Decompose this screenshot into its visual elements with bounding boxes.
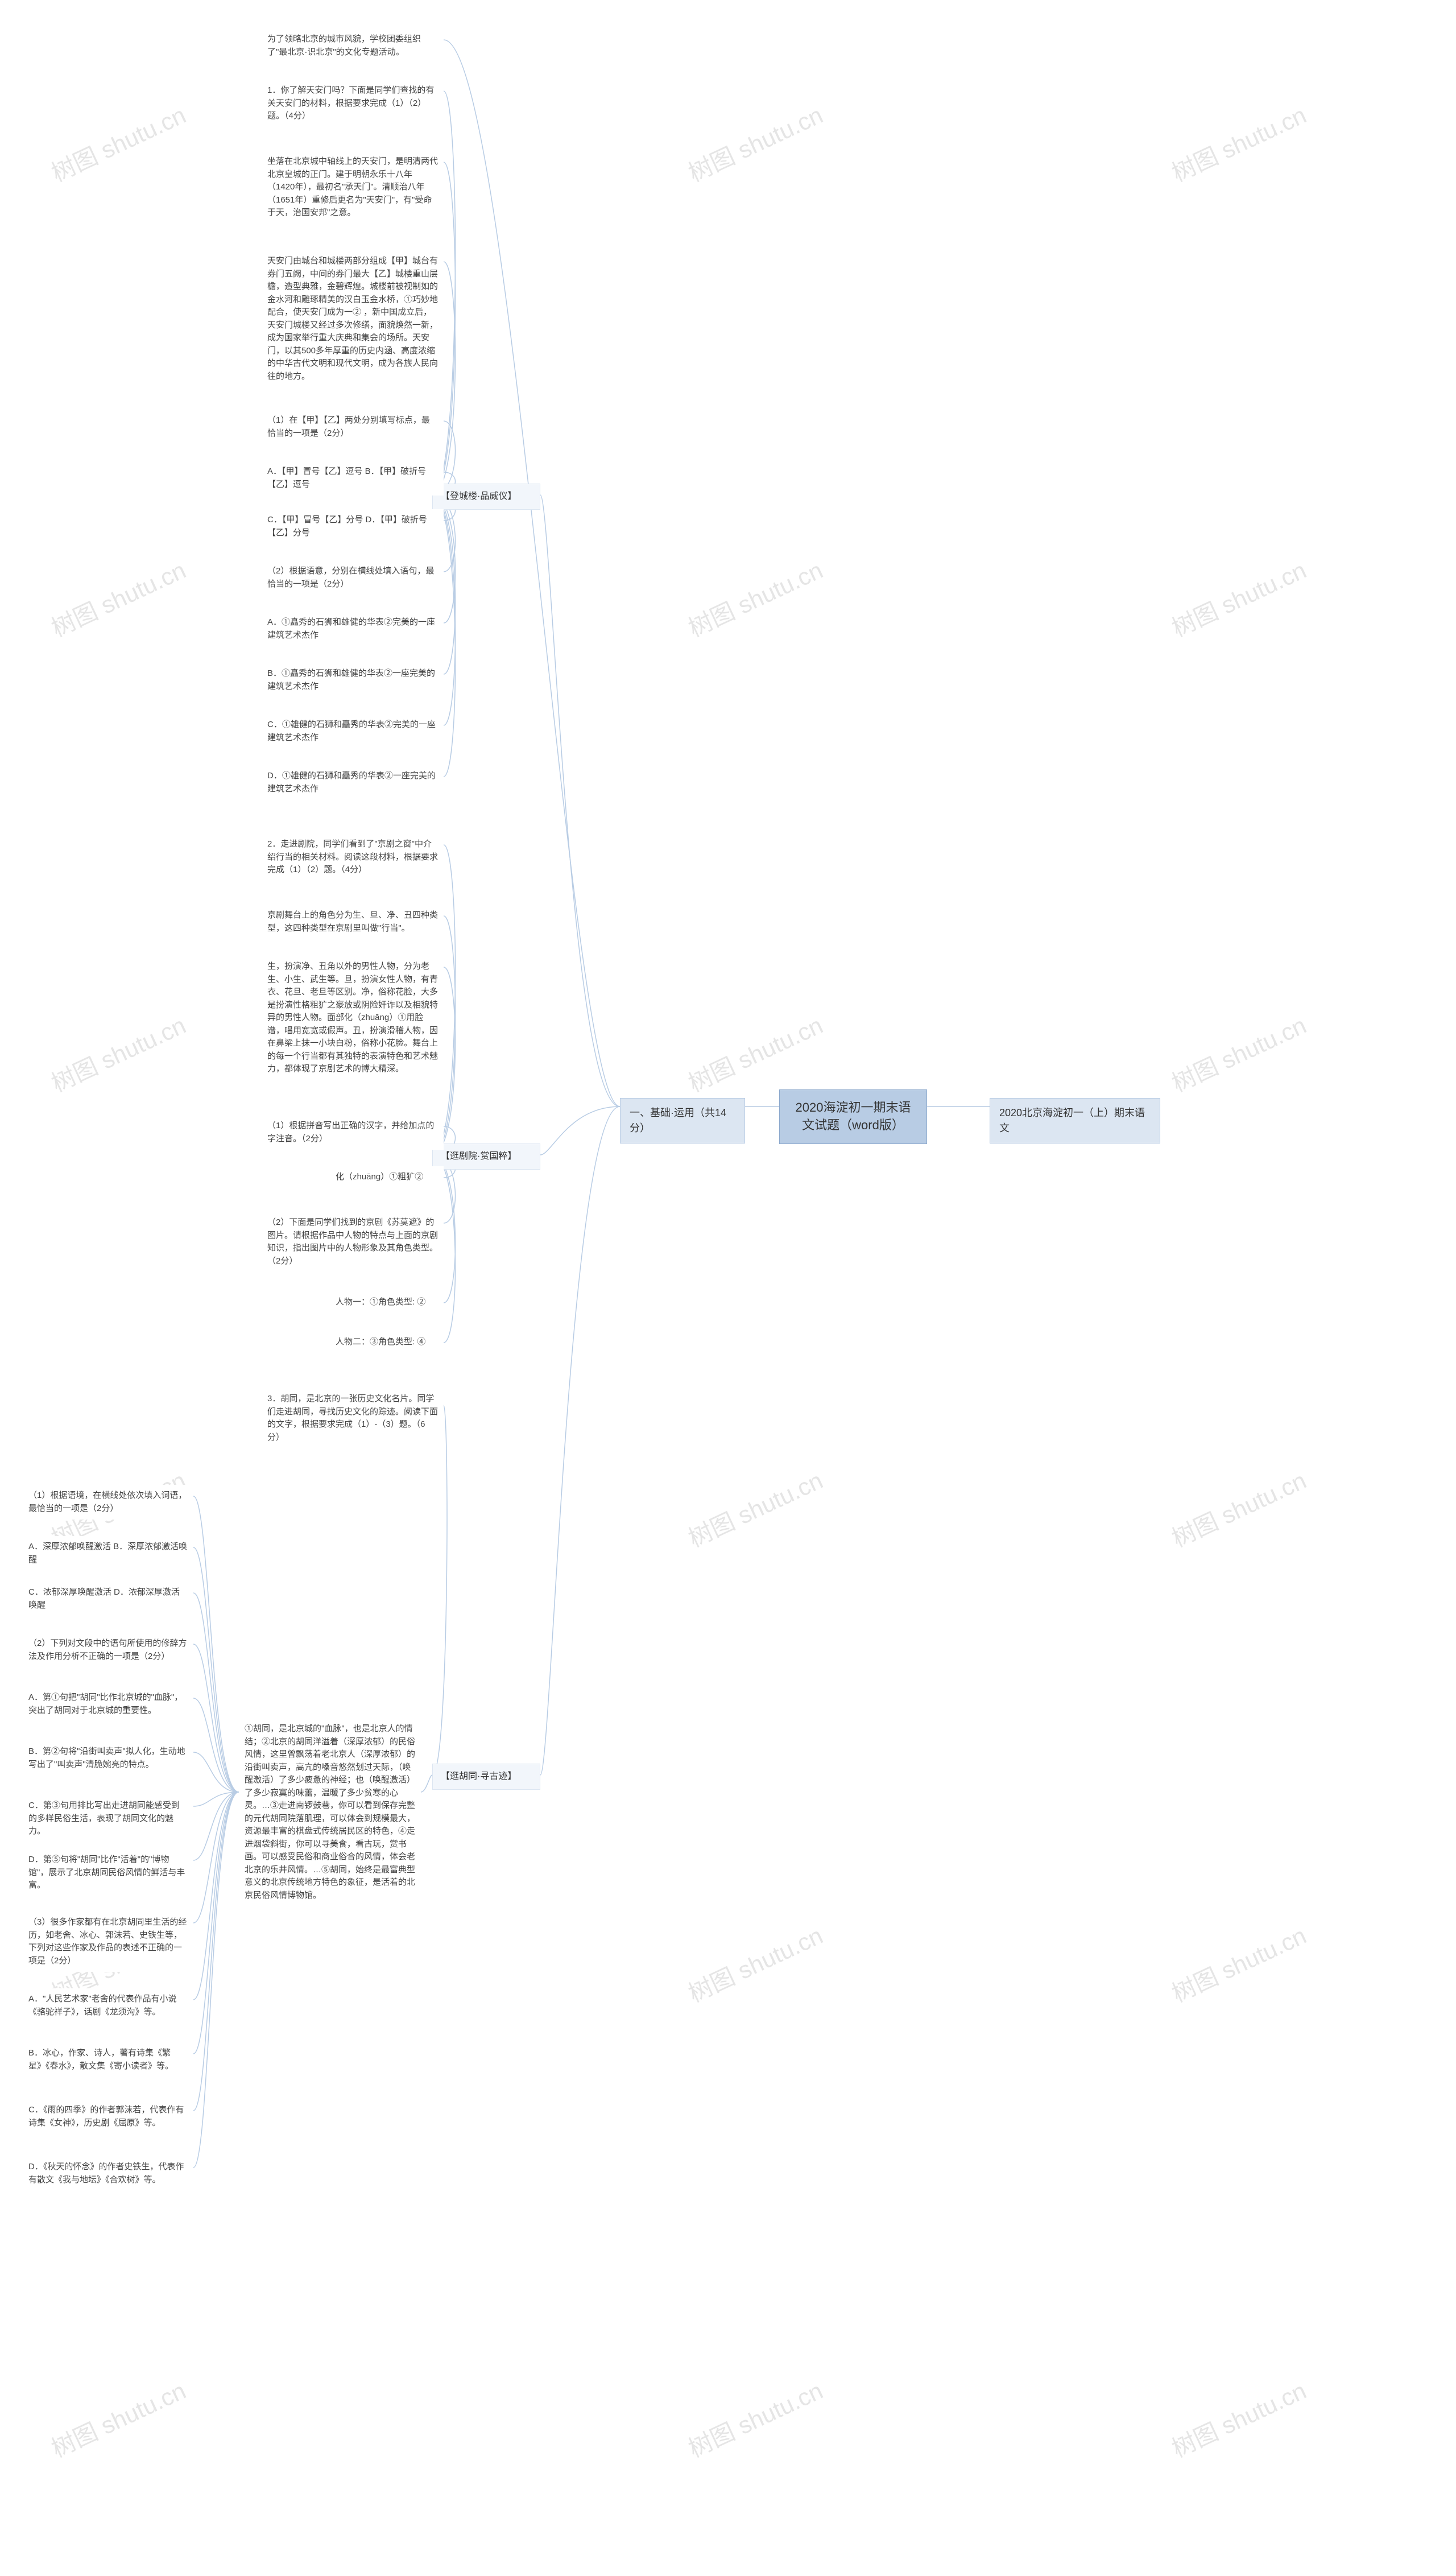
watermark: 树图 shutu.cn [45, 1006, 191, 1099]
group2-item: 人物二：③角色类型: ④ [330, 1331, 444, 1353]
intro-text: 为了领略北京的城市风貌，学校团委组织了"最北京·识北京"的文化专题活动。 [262, 28, 444, 63]
watermark: 树图 shutu.cn [1165, 1006, 1311, 1099]
group3-left-item: （2）下列对文段中的语句所使用的修辞方法及作用分析不正确的一项是（2分） [23, 1633, 193, 1667]
watermark: 树图 shutu.cn [682, 96, 828, 189]
group3-label: 【逛胡同·寻古迹】 [432, 1764, 540, 1790]
watermark: 树图 shutu.cn [45, 96, 191, 189]
group3-center-para: ①胡同，是北京城的"血脉"，也是北京人的情结；②北京的胡同洋溢着（深厚浓郁）的民… [239, 1718, 421, 1906]
section-label: 一、基础·运用（共14分） [630, 1107, 726, 1134]
group2-label-text: 【逛剧院·赏国粹】 [441, 1151, 516, 1161]
watermark: 树图 shutu.cn [1165, 551, 1311, 644]
right-branch: 2020北京海淀初一（上）期末语文 [990, 1098, 1160, 1143]
watermark: 树图 shutu.cn [1165, 1917, 1311, 2009]
watermark: 树图 shutu.cn [682, 1006, 828, 1099]
group3-left-item: C．浓郁深厚唤醒激活 D．浓郁深厚激活唤醒 [23, 1582, 193, 1616]
group3-left-item: A．深厚浓郁唤醒激活 B．深厚浓郁激活唤醒 [23, 1536, 193, 1571]
right-branch-label: 2020北京海淀初一（上）期末语文 [999, 1107, 1145, 1134]
group1-item: C．①雄健的石狮和矗秀的华表②完美的一座建筑艺术杰作 [262, 714, 444, 749]
watermark: 树图 shutu.cn [1165, 1462, 1311, 1554]
group3-left-item: B．冰心，作家、诗人，著有诗集《繁星》《春水》，散文集《寄小读者》等。 [23, 2042, 193, 2077]
group3-left-item: D．《秋天的怀念》的作者史铁生，代表作有散文《我与地坛》《合欢树》等。 [23, 2156, 193, 2191]
group2-item: 化（zhuāng）①粗犷② [330, 1166, 444, 1188]
group1-item: D．①雄健的石狮和矗秀的华表②一座完美的建筑艺术杰作 [262, 765, 444, 800]
group2-item: 2．走进剧院，同学们看到了"京剧之窗"中介绍行当的相关材料。阅读这段材料，根据要… [262, 833, 444, 881]
group3-intro-text: 3．胡同，是北京的一张历史文化名片。同学们走进胡同，寻找历史文化的踪迹。阅读下面… [267, 1394, 438, 1442]
group1-item: 1．你了解天安门吗？下面是同学们查找的有关天安门的材料，根据要求完成（1）（2）… [262, 80, 444, 127]
group3-left-item: C．第③句用排比写出走进胡同能感受到的多样民俗生活，表现了胡同文化的魅力。 [23, 1795, 193, 1843]
group2-item: （1）根据拼音写出正确的汉字，并给加点的字注音。（2分） [262, 1115, 444, 1150]
group2-item: 人物一：①角色类型: ② [330, 1291, 444, 1314]
section-node: 一、基础·运用（共14分） [620, 1098, 745, 1143]
dynamic-connectors [0, 0, 1456, 2576]
watermark: 树图 shutu.cn [682, 551, 828, 644]
watermark: 树图 shutu.cn [45, 2372, 191, 2464]
group3-left-item: B．第②句将"沿街叫卖声"拟人化，生动地写出了"叫卖声"清脆婉亮的特点。 [23, 1741, 193, 1776]
watermark: 树图 shutu.cn [45, 551, 191, 644]
group1-label: 【登城楼·品威仪】 [432, 484, 540, 510]
group3-intro: 3．胡同，是北京的一张历史文化名片。同学们走进胡同，寻找历史文化的踪迹。阅读下面… [262, 1388, 444, 1448]
watermark: 树图 shutu.cn [682, 1917, 828, 2009]
group1-item: B．①矗秀的石狮和雄健的华表②一座完美的建筑艺术杰作 [262, 663, 444, 697]
watermark: 树图 shutu.cn [1165, 2372, 1311, 2464]
group3-left-item: A．第①句把"胡同"比作北京城的"血脉"，突出了胡同对于北京城的重要性。 [23, 1687, 193, 1722]
watermark: 树图 shutu.cn [1165, 96, 1311, 189]
group3-left-item: （3）很多作家都有在北京胡同里生活的经历，如老舍、冰心、郭沫若、史铁生等，下列对… [23, 1912, 193, 1972]
group3-left-item: C．《雨的四季》的作者郭沫若，代表作有诗集《女神》，历史剧《屈原》等。 [23, 2099, 193, 2134]
group3-left-item: D．第⑤句将"胡同"比作"活着"的"博物馆"，展示了北京胡同民俗风情的鲜活与丰富… [23, 1849, 193, 1897]
watermark: 树图 shutu.cn [682, 2372, 828, 2464]
group2-item: 生，扮演净、丑角以外的男性人物，分为老生、小生、武生等。旦，扮演女性人物，有青衣… [262, 956, 444, 1080]
group1-label-text: 【登城楼·品威仪】 [441, 492, 516, 501]
group1-item: 坐落在北京城中轴线上的天安门，是明清两代北京皇城的正门。建于明朝永乐十八年（14… [262, 151, 444, 224]
group1-item: （1）在【甲】【乙】两处分别填写标点，最恰当的一项是（2分） [262, 410, 444, 444]
intro-text-content: 为了领略北京的城市风貌，学校团委组织了"最北京·识北京"的文化专题活动。 [267, 34, 421, 57]
group1-item: 天安门由城台和城楼两部分组成【甲】城台有券门五阙，中间的券门最大【乙】城楼重山层… [262, 250, 444, 387]
group3-left-item: A．"人民艺术家"老舍的代表作品有小说《骆驼祥子》，话剧《龙须沟》等。 [23, 1988, 193, 2023]
group2-item: （2）下面是同学们找到的京剧《苏莫遮》的图片。请根据作品中人物的特点与上面的京剧… [262, 1212, 444, 1272]
group3-left-item: （1）根据语境，在横线处依次填入词语，最恰当的一项是（2分） [23, 1485, 193, 1520]
watermark: 树图 shutu.cn [682, 1462, 828, 1554]
group2-item: 京剧舞台上的角色分为生、旦、净、丑四种类型，这四种类型在京剧里叫做"行当"。 [262, 905, 444, 939]
connector-lines [0, 0, 1456, 2576]
group1-item: A．①矗秀的石狮和雄健的华表②完美的一座建筑艺术杰作 [262, 612, 444, 646]
group3-center-para-text: ①胡同，是北京城的"血脉"，也是北京人的情结；②北京的胡同洋溢着（深厚浓郁）的民… [245, 1724, 415, 1900]
group3-label-text: 【逛胡同·寻古迹】 [441, 1772, 516, 1781]
group1-item: A．【甲】冒号【乙】逗号 B．【甲】破折号【乙】逗号 [262, 461, 444, 496]
group2-label: 【逛剧院·赏国粹】 [432, 1143, 540, 1170]
root-node: 2020海淀初一期末语文试题（word版） [779, 1089, 927, 1144]
group1-item: （2）根据语意，分别在横线处填入语句，最恰当的一项是（2分） [262, 560, 444, 595]
group1-item: C．【甲】冒号【乙】分号 D．【甲】破折号【乙】分号 [262, 509, 444, 544]
root-title: 2020海淀初一期末语文试题（word版） [796, 1100, 911, 1132]
